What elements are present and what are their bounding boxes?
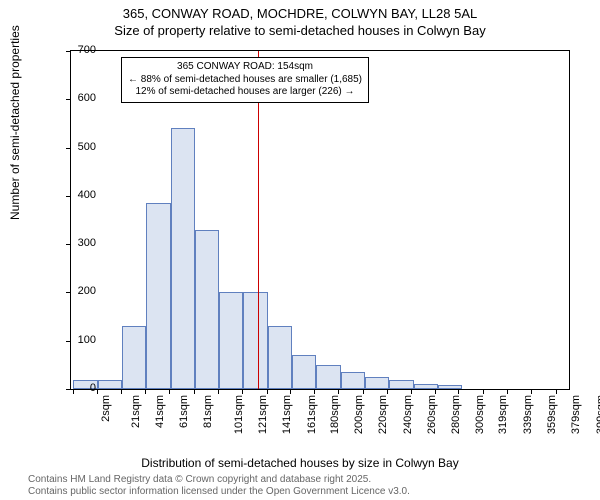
- y-tick-label: 600: [56, 92, 96, 104]
- x-tick-mark: [363, 389, 364, 394]
- histogram-bar: [316, 365, 340, 389]
- histogram-bar: [268, 326, 292, 389]
- x-tick-mark: [435, 389, 436, 394]
- x-tick-label: 339sqm: [522, 395, 534, 434]
- x-tick-label: 101sqm: [233, 395, 245, 434]
- x-tick-label: 200sqm: [353, 395, 365, 434]
- histogram-bar: [389, 380, 413, 389]
- histogram-bar: [341, 372, 365, 389]
- x-tick-label: 141sqm: [281, 395, 293, 434]
- y-tick-label: 0: [56, 382, 96, 394]
- y-tick-label: 200: [56, 285, 96, 297]
- histogram-bar: [98, 380, 122, 389]
- annotation-box: 365 CONWAY ROAD: 154sqm ← 88% of semi-de…: [121, 57, 369, 103]
- x-tick-label: 280sqm: [450, 395, 462, 434]
- x-tick-label: 81sqm: [202, 395, 214, 428]
- x-tick-mark: [531, 389, 532, 394]
- histogram-bar: [243, 292, 267, 389]
- x-tick-label: 399sqm: [595, 395, 600, 434]
- x-tick-label: 180sqm: [329, 395, 341, 434]
- plot-area: 2sqm21sqm41sqm61sqm81sqm101sqm121sqm141s…: [70, 50, 570, 390]
- x-tick-mark: [314, 389, 315, 394]
- x-tick-mark: [483, 389, 484, 394]
- histogram-bar: [122, 326, 146, 389]
- histogram-bar: [365, 377, 389, 389]
- histogram-bar: [414, 384, 438, 389]
- x-tick-mark: [507, 389, 508, 394]
- x-tick-label: 121sqm: [257, 395, 269, 434]
- x-tick-mark: [411, 389, 412, 394]
- x-tick-mark: [242, 389, 243, 394]
- x-tick-mark: [458, 389, 459, 394]
- histogram-bar: [292, 355, 316, 389]
- x-tick-label: 300sqm: [475, 395, 487, 434]
- y-tick-label: 700: [56, 44, 96, 56]
- y-tick-label: 400: [56, 189, 96, 201]
- x-tick-label: 21sqm: [130, 395, 142, 428]
- x-tick-mark: [121, 389, 122, 394]
- x-tick-mark: [338, 389, 339, 394]
- x-tick-mark: [290, 389, 291, 394]
- footer-attribution: Contains HM Land Registry data © Crown c…: [28, 474, 410, 498]
- x-tick-mark: [218, 389, 219, 394]
- annotation-line-3: 12% of semi-detached houses are larger (…: [128, 86, 362, 99]
- x-tick-label: 379sqm: [570, 395, 582, 434]
- x-tick-label: 2sqm: [100, 395, 112, 422]
- x-tick-label: 61sqm: [178, 395, 190, 428]
- x-tick-mark: [194, 389, 195, 394]
- x-tick-mark: [267, 389, 268, 394]
- annotation-line-2: ← 88% of semi-detached houses are smalle…: [128, 74, 362, 87]
- x-axis-label: Distribution of semi-detached houses by …: [0, 456, 600, 470]
- footer-line-2: Contains public sector information licen…: [28, 486, 410, 498]
- x-tick-label: 319sqm: [498, 395, 510, 434]
- y-axis-label: Number of semi-detached properties: [8, 25, 22, 220]
- x-tick-mark: [556, 389, 557, 394]
- title-line-1: 365, CONWAY ROAD, MOCHDRE, COLWYN BAY, L…: [0, 0, 600, 21]
- annotation-line-1: 365 CONWAY ROAD: 154sqm: [128, 61, 362, 74]
- y-tick-label: 500: [56, 141, 96, 153]
- x-tick-mark: [145, 389, 146, 394]
- footer-line-1: Contains HM Land Registry data © Crown c…: [28, 474, 410, 486]
- x-tick-label: 161sqm: [306, 395, 318, 434]
- x-tick-label: 41sqm: [154, 395, 166, 428]
- y-tick-label: 100: [56, 334, 96, 346]
- x-tick-mark: [387, 389, 388, 394]
- x-tick-label: 240sqm: [402, 395, 414, 434]
- y-tick-label: 300: [56, 237, 96, 249]
- x-tick-label: 220sqm: [377, 395, 389, 434]
- x-tick-mark: [97, 389, 98, 394]
- x-tick-label: 359sqm: [546, 395, 558, 434]
- x-tick-label: 260sqm: [426, 395, 438, 434]
- x-tick-mark: [169, 389, 170, 394]
- histogram-bar: [219, 292, 243, 389]
- histogram-bar: [438, 385, 462, 389]
- histogram-bar: [146, 203, 170, 389]
- histogram-bar: [171, 128, 195, 389]
- histogram-bar: [195, 230, 219, 389]
- title-line-2: Size of property relative to semi-detach…: [0, 21, 600, 38]
- chart-container: 365, CONWAY ROAD, MOCHDRE, COLWYN BAY, L…: [0, 0, 600, 500]
